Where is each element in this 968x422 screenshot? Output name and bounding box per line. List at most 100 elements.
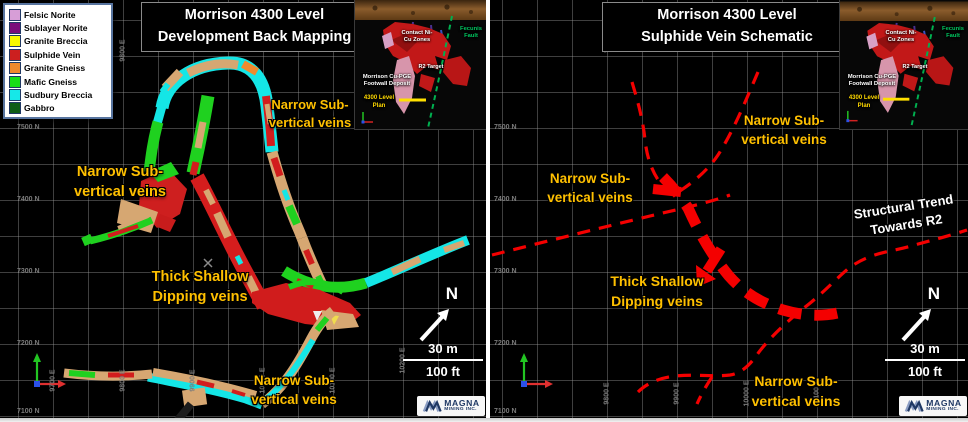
scale-imperial: 100 ft bbox=[908, 364, 942, 379]
inset-fecunis-fault-label: Fecunis Fault bbox=[460, 26, 482, 40]
panel-divider bbox=[486, 0, 490, 418]
title-line-1: Morrison 4300 Level bbox=[184, 7, 325, 23]
vein-direction-arrow bbox=[696, 246, 726, 287]
legend-item: Gabbro bbox=[9, 102, 109, 115]
legend-swatch bbox=[9, 75, 21, 88]
title-line-2: Development Back Mapping bbox=[157, 28, 352, 45]
legend-item: Granite Breccia bbox=[9, 35, 109, 48]
grid-label-n: 7300 N bbox=[17, 268, 40, 275]
deposit-overview-inset: Contact Ni- Cu Zones Fecunis Fault R2 Ta… bbox=[354, 0, 486, 130]
left-panel-title: Morrison 4300 Level Development Back Map… bbox=[141, 2, 368, 52]
north-label: N bbox=[445, 284, 458, 303]
logo-name: MAGNA bbox=[926, 398, 962, 409]
grid-label-n: 7400 N bbox=[17, 196, 40, 203]
legend-swatch bbox=[9, 62, 21, 75]
inset-contact-ni-cu-label: Contact Ni- Cu Zones bbox=[885, 30, 917, 44]
annotation-narrow-subvertical-veins-left: Narrow Sub- vertical veins bbox=[547, 171, 633, 205]
logo-subtitle: MINING INC. bbox=[444, 406, 477, 412]
legend-item-label: Sulphide Vein bbox=[24, 49, 81, 60]
inset-footwall-deposit-label: Morrison Cu-PGE Footwall Deposit bbox=[362, 74, 412, 88]
legend-swatch bbox=[9, 102, 21, 115]
sulphide-vein-schematic-drawing bbox=[491, 71, 968, 405]
right-map-panel: 7500 N 7400 N 7300 N 7200 N 7100 N 9800 … bbox=[490, 0, 968, 418]
legend-item: Sublayer Norite bbox=[9, 21, 109, 35]
development-back-mapping-drawing bbox=[33, 56, 470, 418]
grid-label-e: 9900 E bbox=[673, 382, 681, 405]
legend-swatch bbox=[9, 22, 21, 35]
north-arrow-icon bbox=[419, 309, 449, 342]
legend-item-label: Granite Breccia bbox=[24, 36, 88, 47]
inset-footwall-deposit-label: Morrison Cu-PGE Footwall Deposit bbox=[847, 74, 897, 88]
scale-metric: 30 m bbox=[428, 341, 458, 356]
inset-r2-target-label: R2 Target bbox=[418, 64, 444, 70]
annotation-narrow-subvertical-veins-left: Narrow Sub- vertical veins bbox=[74, 164, 166, 201]
magna-m-icon bbox=[905, 399, 924, 412]
north-arrow-icon bbox=[901, 309, 931, 342]
inset-3d-deposit-view bbox=[355, 0, 486, 129]
geology-legend: Felsic Norite Sublayer Norite Granite Br… bbox=[3, 3, 113, 120]
annotation-thick-shallow-dipping-veins: Thick Shallow Dipping veins bbox=[610, 273, 704, 309]
logo-subtitle: MINING INC. bbox=[926, 406, 959, 412]
scale-bar: 30 m 100 ft bbox=[885, 341, 965, 380]
left-map-panel: 7500 N 7400 N 7300 N 7200 N 7100 N 9800 … bbox=[0, 0, 486, 418]
grid-label-n: 7200 N bbox=[494, 340, 517, 347]
scale-line bbox=[885, 359, 965, 361]
axis-orientation-icon bbox=[33, 353, 66, 388]
legend-swatch bbox=[9, 48, 21, 61]
magna-mining-logo: MAGNA MINING INC. bbox=[417, 396, 485, 416]
deposit-overview-inset: Contact Ni- Cu Zones Fecunis Fault R2 Ta… bbox=[839, 0, 968, 130]
north-label: N bbox=[927, 284, 940, 303]
grid-label-n: 7300 N bbox=[494, 268, 517, 275]
legend-item-label: Sublayer Norite bbox=[24, 23, 88, 34]
legend-item-label: Mafic Gneiss bbox=[24, 76, 78, 87]
bottom-border bbox=[0, 418, 968, 422]
legend-item-label: Felsic Norite bbox=[24, 9, 76, 20]
grid-label-n: 7500 N bbox=[494, 124, 517, 131]
legend-item: Sulphide Vein bbox=[9, 48, 109, 61]
scale-imperial: 100 ft bbox=[426, 364, 460, 379]
legend-item: Mafic Gneiss bbox=[9, 75, 109, 88]
right-panel-title: Morrison 4300 Level Sulphide Vein Schema… bbox=[602, 2, 852, 52]
annotation-thick-shallow-dipping-veins: Thick Shallow Dipping veins bbox=[151, 269, 249, 306]
legend-item-label: Sudbury Breccia bbox=[24, 90, 93, 101]
grid-label-n: 7100 N bbox=[17, 408, 40, 415]
grid-label-n: 7200 N bbox=[17, 340, 40, 347]
logo-name: MAGNA bbox=[444, 398, 480, 409]
grid-label-e: 9800 E bbox=[119, 39, 127, 62]
title-line-1: Morrison 4300 Level bbox=[657, 7, 797, 23]
magna-mining-logo: MAGNA MINING INC. bbox=[899, 396, 967, 416]
scale-bar: 30 m 100 ft bbox=[403, 341, 483, 380]
inset-contact-ni-cu-label: Contact Ni- Cu Zones bbox=[401, 30, 433, 44]
inset-4300-level-plan-label: 4300 Level Plan bbox=[848, 95, 880, 109]
legend-swatch bbox=[9, 8, 21, 21]
narrow-vein-dashed-lines bbox=[491, 71, 968, 405]
legend-item: Felsic Norite bbox=[9, 8, 109, 21]
grid-label-e: 9900 E bbox=[189, 369, 197, 392]
magna-m-icon bbox=[423, 399, 442, 412]
annotation-narrow-subvertical-veins-top: Narrow Sub- vertical veins bbox=[268, 97, 352, 131]
inset-3d-deposit-view bbox=[840, 1, 968, 127]
grid-label-n: 7500 N bbox=[17, 124, 40, 131]
annotation-narrow-subvertical-veins-bottom: Narrow Sub- vertical veins bbox=[751, 373, 841, 409]
scale-line bbox=[403, 359, 483, 361]
grid-label-n: 7400 N bbox=[494, 196, 517, 203]
grid-label-e: 9800 E bbox=[119, 369, 127, 392]
grid-label-n: 7100 N bbox=[494, 408, 517, 415]
inset-4300-level-plan-label: 4300 Level Plan bbox=[363, 95, 395, 109]
annotation-narrow-subvertical-veins-bottom: Narrow Sub- vertical veins bbox=[251, 373, 337, 407]
legend-item-label: Granite Gneiss bbox=[24, 63, 86, 74]
legend-item-label: Gabbro bbox=[24, 103, 55, 114]
annotation-narrow-subvertical-veins-top: Narrow Sub- vertical veins bbox=[741, 113, 827, 147]
thick-vein-dashed-line bbox=[652, 173, 844, 321]
title-line-2: Sulphide Vein Schematic bbox=[641, 28, 813, 45]
inset-r2-target-label: R2 Target bbox=[902, 64, 928, 70]
legend-item: Sudbury Breccia bbox=[9, 88, 109, 102]
grid-label-e: 9800 E bbox=[603, 382, 611, 405]
legend-item: Granite Gneiss bbox=[9, 62, 109, 75]
drive-geology bbox=[63, 56, 470, 418]
inset-fecunis-fault-label: Fecunis Fault bbox=[942, 26, 964, 40]
grid-label-e: 9700 E bbox=[49, 369, 57, 392]
legend-swatch bbox=[9, 35, 21, 48]
axis-orientation-icon bbox=[520, 353, 553, 388]
